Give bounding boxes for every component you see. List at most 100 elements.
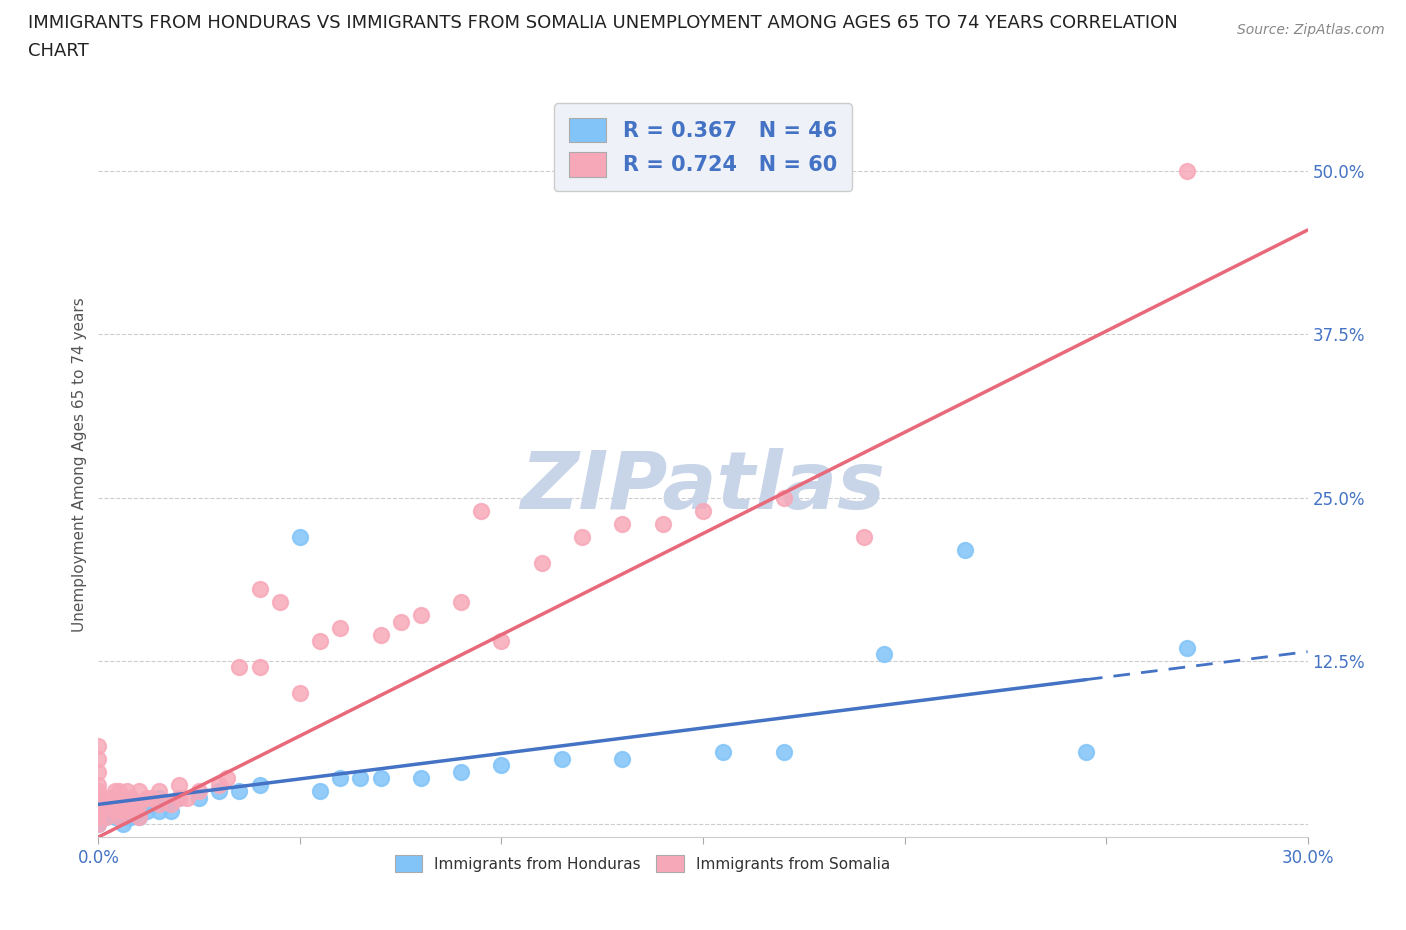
Point xyxy=(370,771,392,786)
Point xyxy=(1074,745,1097,760)
Point xyxy=(87,764,110,779)
Point xyxy=(87,738,110,753)
Text: ZIPatlas: ZIPatlas xyxy=(520,448,886,526)
Point xyxy=(772,745,794,760)
Point xyxy=(107,784,129,799)
Point xyxy=(87,817,110,831)
Point xyxy=(188,784,211,799)
Point xyxy=(288,686,311,701)
Point xyxy=(96,810,118,825)
Point xyxy=(160,804,183,818)
Point xyxy=(87,810,110,825)
Point xyxy=(107,810,129,825)
Point xyxy=(612,516,634,531)
Point xyxy=(450,594,472,609)
Point xyxy=(87,817,110,831)
Point xyxy=(167,777,190,792)
Point xyxy=(1175,640,1198,655)
Text: Source: ZipAtlas.com: Source: ZipAtlas.com xyxy=(1237,23,1385,37)
Point xyxy=(111,804,134,818)
Point xyxy=(115,810,138,825)
Point xyxy=(249,660,271,675)
Point xyxy=(128,810,150,825)
Legend: Immigrants from Honduras, Immigrants from Somalia: Immigrants from Honduras, Immigrants fro… xyxy=(385,845,900,882)
Point xyxy=(349,771,371,786)
Point xyxy=(120,810,142,825)
Point xyxy=(139,797,162,812)
Point xyxy=(873,647,896,662)
Point xyxy=(491,758,513,773)
Point xyxy=(692,503,714,518)
Point xyxy=(128,797,150,812)
Point xyxy=(135,790,157,805)
Text: IMMIGRANTS FROM HONDURAS VS IMMIGRANTS FROM SOMALIA UNEMPLOYMENT AMONG AGES 65 T: IMMIGRANTS FROM HONDURAS VS IMMIGRANTS F… xyxy=(28,14,1178,32)
Point xyxy=(128,804,150,818)
Point xyxy=(103,810,125,825)
Point xyxy=(450,764,472,779)
Point xyxy=(156,797,179,812)
Point xyxy=(87,810,110,825)
Point xyxy=(208,784,231,799)
Point xyxy=(309,633,332,648)
Point xyxy=(139,790,162,805)
Point xyxy=(135,804,157,818)
Point xyxy=(249,777,271,792)
Point xyxy=(87,790,110,805)
Point xyxy=(148,784,170,799)
Point xyxy=(96,797,118,812)
Point xyxy=(269,594,291,609)
Point xyxy=(115,804,138,818)
Point xyxy=(571,529,593,544)
Point xyxy=(128,797,150,812)
Point xyxy=(470,503,492,518)
Point xyxy=(409,607,432,622)
Point xyxy=(772,490,794,505)
Point xyxy=(217,771,239,786)
Point xyxy=(111,817,134,831)
Point xyxy=(87,804,110,818)
Point xyxy=(87,804,110,818)
Point xyxy=(953,542,976,557)
Point xyxy=(124,797,146,812)
Point xyxy=(208,777,231,792)
Point xyxy=(491,633,513,648)
Point xyxy=(148,804,170,818)
Point xyxy=(167,790,190,805)
Point xyxy=(120,804,142,818)
Point xyxy=(651,516,673,531)
Point xyxy=(87,777,110,792)
Point xyxy=(103,804,125,818)
Point xyxy=(530,555,553,570)
Point xyxy=(115,797,138,812)
Point xyxy=(107,810,129,825)
Point xyxy=(107,804,129,818)
Point xyxy=(853,529,876,544)
Point xyxy=(128,810,150,825)
Point xyxy=(87,797,110,812)
Point xyxy=(370,627,392,642)
Point xyxy=(389,614,412,629)
Point xyxy=(107,797,129,812)
Point xyxy=(160,797,183,812)
Point xyxy=(188,790,211,805)
Point xyxy=(148,797,170,812)
Point xyxy=(309,784,332,799)
Point xyxy=(167,790,190,805)
Point xyxy=(176,790,198,805)
Point xyxy=(87,790,110,805)
Point xyxy=(87,797,110,812)
Point xyxy=(288,529,311,544)
Point xyxy=(1175,164,1198,179)
Point xyxy=(228,660,250,675)
Point xyxy=(87,751,110,766)
Y-axis label: Unemployment Among Ages 65 to 74 years: Unemployment Among Ages 65 to 74 years xyxy=(72,298,87,632)
Point xyxy=(103,797,125,812)
Point xyxy=(148,790,170,805)
Point xyxy=(100,790,122,805)
Point xyxy=(103,784,125,799)
Point xyxy=(120,790,142,805)
Point xyxy=(87,784,110,799)
Point xyxy=(228,784,250,799)
Point xyxy=(115,784,138,799)
Point xyxy=(124,804,146,818)
